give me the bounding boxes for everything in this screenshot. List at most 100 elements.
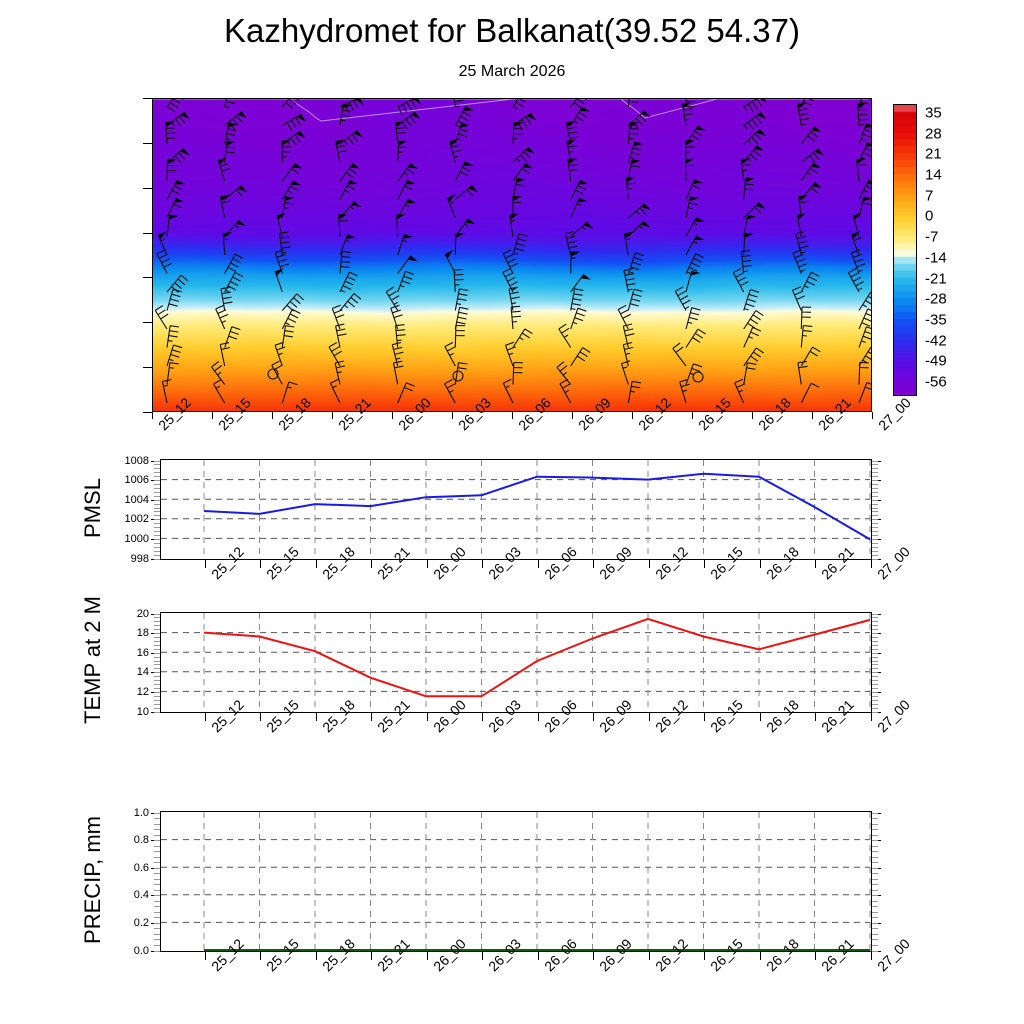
temp-2m-series-minor-ytick (872, 703, 878, 705)
precip-series-xtick (759, 952, 761, 960)
cross-section-ytick (143, 232, 152, 234)
wind-barb (281, 325, 295, 348)
wind-barb (685, 125, 703, 145)
precip-series-minor-ytick (154, 812, 160, 814)
cross-section-xtick-label: 27_00 (875, 394, 914, 434)
wind-barb-pennant (445, 249, 454, 259)
wind-barb-pennant (851, 231, 860, 240)
wind-barb-pennant (583, 221, 594, 229)
wind-barb (154, 305, 169, 330)
cross-section-ytick (143, 412, 152, 413)
pmsl-series-minor-ytick (154, 523, 160, 525)
wind-barb (570, 273, 585, 293)
wind-barb (685, 307, 701, 330)
temperature-colorbar[interactable] (893, 104, 917, 396)
temp-2m-series-minor-ytick (872, 633, 878, 635)
precip-series-minor-ytick (154, 884, 160, 886)
wind-barb (556, 361, 572, 385)
cross-section-xtick (212, 412, 213, 419)
precip-series-xtick (482, 952, 483, 960)
temp-2m-series-minor-ytick (154, 656, 160, 658)
precip-series-minor-ytick (872, 840, 878, 842)
pmsl-series-minor-ytick (872, 542, 878, 544)
wind-barb (502, 378, 514, 404)
wind-barb-pennant (755, 202, 766, 209)
wind-barb (397, 162, 415, 182)
temp-2m-series-xtick (426, 713, 428, 721)
wind-barb-pennant (516, 177, 526, 183)
wind-barb (800, 271, 820, 293)
wind-barb (796, 103, 810, 126)
wind-barb (339, 293, 362, 311)
wind-barb (740, 250, 752, 274)
temp-2m-series-minor-ytick (872, 676, 878, 678)
temp-2m-series-minor-ytick (154, 703, 160, 705)
wind-barb (685, 196, 698, 219)
wind-barb (800, 126, 819, 145)
precip-series-minor-ytick (154, 922, 160, 924)
wind-barb (281, 381, 298, 404)
pmsl-series-minor-ytick (872, 546, 878, 548)
wind-barb-pennant (158, 231, 167, 240)
temp-2m-series-minor-ytick (154, 640, 160, 642)
temp-2m-series-minor-ytick (872, 668, 878, 670)
wind-barb (215, 304, 229, 330)
wind-barb-pennant (629, 122, 639, 128)
wind-barb (219, 196, 231, 219)
pmsl-series-xtick (870, 560, 872, 568)
precip-series-minor-ytick (872, 928, 878, 930)
cross-section-xtick (632, 412, 633, 419)
wind-barb (684, 158, 695, 182)
wind-barb (570, 106, 587, 126)
colorbar-tick-label: 7 (925, 187, 934, 205)
temp-2m-series-ytick-label: 18 (136, 627, 149, 640)
temp-2m-series-minor-ytick (154, 644, 160, 646)
precip-series-minor-ytick (872, 845, 878, 847)
wind-barb-pennant (169, 214, 179, 220)
wind-barb (444, 378, 456, 404)
wind-barb-pennant (395, 121, 405, 128)
temp-2m-panel[interactable] (160, 612, 872, 713)
temp-2m-series-minor-ytick (154, 684, 160, 686)
precip-series-minor-ytick (872, 834, 878, 836)
wind-barb-pennant (218, 157, 227, 165)
wind-barb-pennant (353, 130, 363, 138)
wind-barb-pennant (796, 213, 806, 220)
wind-barb (509, 214, 516, 237)
wind-barb (740, 159, 751, 182)
wind-barb (617, 304, 632, 330)
cross-section-ytick (143, 187, 152, 189)
colorbar-tick-label: -14 (925, 249, 947, 267)
pmsl-series-minor-ytick (154, 515, 160, 517)
temp-2m-series-minor-ytick (154, 699, 160, 701)
wind-barb (274, 341, 286, 367)
temp-2m-series-ytick-label: 12 (136, 685, 149, 698)
temp-2m-series-minor-ytick (154, 664, 160, 666)
wind-barb (570, 307, 587, 330)
wind-barb-pennant (398, 140, 408, 146)
wind-barb (627, 288, 643, 311)
temperature-cross-section-panel[interactable] (152, 98, 872, 412)
precip-panel[interactable] (160, 811, 872, 952)
wind-barb-pennant (284, 196, 295, 202)
wind-barb (625, 177, 636, 200)
temp-2m-series-minor-ytick (872, 617, 878, 619)
page-title: Kazhydromet for Balkanat(39.52 54.37) (223, 12, 800, 49)
pmsl-panel[interactable] (160, 459, 872, 560)
wind-barb (743, 347, 764, 367)
precip-series-ytick-label: 0.2 (133, 916, 149, 929)
wind-barb (512, 328, 533, 348)
temp-2m-series-minor-ytick (872, 699, 878, 701)
wind-barb (394, 324, 406, 348)
wind-barb (334, 360, 346, 385)
precip-series-minor-ytick (872, 873, 878, 875)
wind-barb-pennant (347, 179, 359, 185)
wind-barb (397, 111, 416, 130)
wind-barb (627, 220, 645, 237)
wind-barb (734, 378, 746, 404)
wind-barb-pennant (345, 234, 357, 240)
wind-barb-pennant (566, 120, 576, 128)
wind-barb (282, 113, 302, 131)
wind-barb-pennant (857, 102, 867, 109)
cross-section-ytick (143, 367, 152, 369)
